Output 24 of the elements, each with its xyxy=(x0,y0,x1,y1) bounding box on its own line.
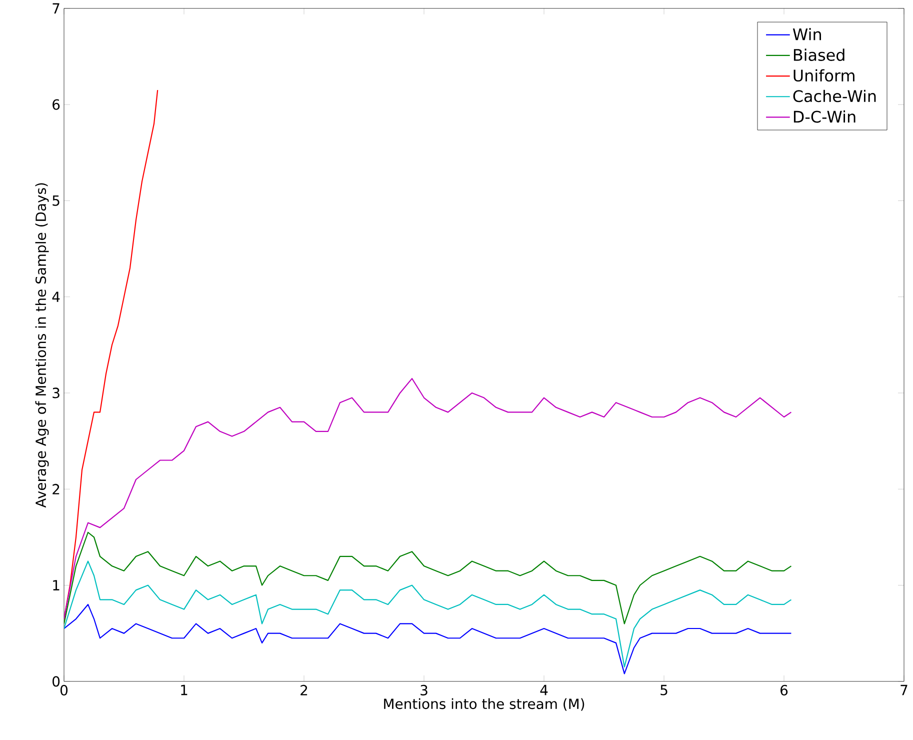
y-tick-label: 6 xyxy=(52,99,60,110)
x-tick-label: 6 xyxy=(780,684,788,696)
y-tick-label: 5 xyxy=(52,195,60,206)
legend-label: D-C-Win xyxy=(794,110,856,123)
x-tick-label: 1 xyxy=(181,684,188,695)
x-tick-label: 3 xyxy=(420,684,428,696)
legend-label: Cache-Win xyxy=(793,90,876,102)
legend-label: Win xyxy=(792,28,821,40)
x-tick-label: 4 xyxy=(540,684,548,695)
y-tick-label: 3 xyxy=(52,387,60,398)
x-tick-label: 0 xyxy=(60,684,68,696)
line-series xyxy=(64,532,792,624)
y-tick-label: 0 xyxy=(52,676,60,686)
y-axis-title: Average Age of Mentions in the Sample (Days) xyxy=(35,183,49,508)
legend-label: Uniform xyxy=(794,69,854,82)
y-tick-label: 4 xyxy=(52,292,60,302)
x-axis-title: Mentions into the stream (M) xyxy=(384,698,584,711)
x-tick-label: 2 xyxy=(300,684,308,696)
y-tick-label: 7 xyxy=(52,3,60,14)
x-tick-label: 5 xyxy=(660,684,668,696)
y-tick-label: 2 xyxy=(52,484,60,494)
legend-label: Biased xyxy=(794,48,844,61)
y-tick-label: 1 xyxy=(53,580,60,590)
x-tick-label: 7 xyxy=(900,684,908,695)
